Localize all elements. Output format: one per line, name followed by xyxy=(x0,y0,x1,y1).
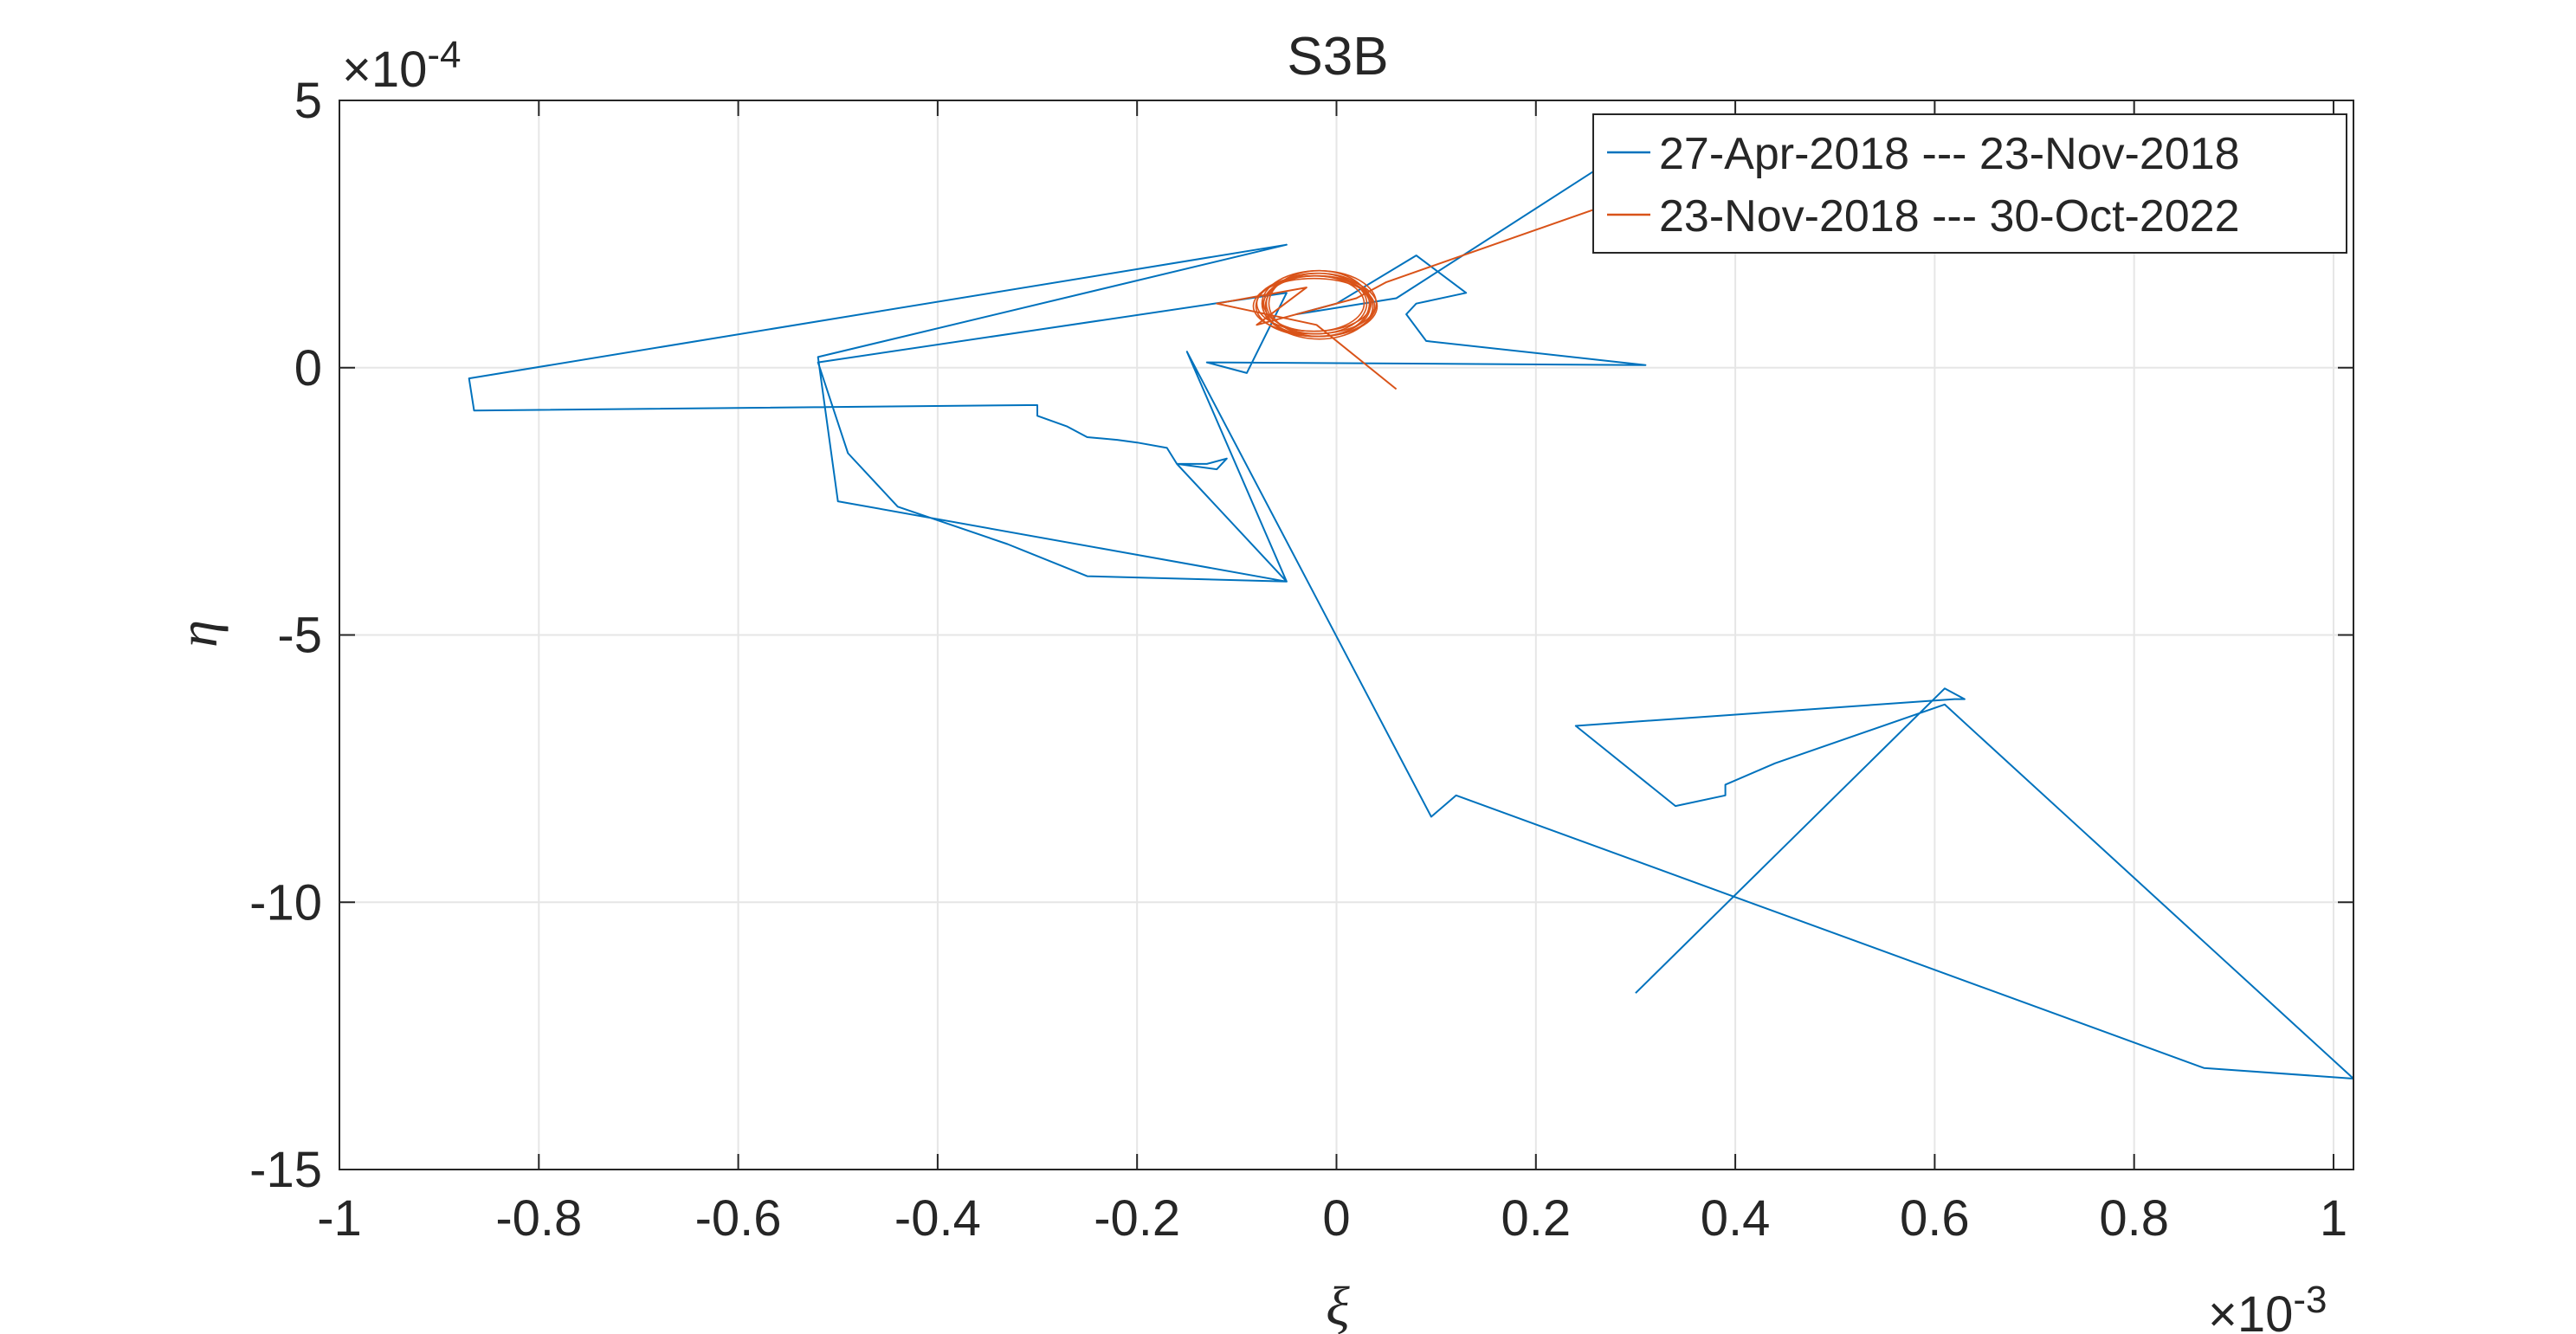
x-tick-label: -0.2 xyxy=(1094,1190,1180,1247)
x-exponent-base: ×10 xyxy=(2208,1286,2293,1334)
legend: 27-Apr-2018 --- 23-Nov-2018 23-Nov-2018 … xyxy=(1592,113,2347,254)
y-tick-label: -15 xyxy=(249,1142,322,1198)
y-exponent-base: ×10 xyxy=(342,42,427,98)
x-tick-label: 0.6 xyxy=(1900,1190,1970,1247)
series-2-loop xyxy=(1268,269,1371,338)
x-tick-label: -0.6 xyxy=(695,1190,782,1247)
series-line-1 xyxy=(468,169,2353,1079)
series-line-2 xyxy=(1216,201,1617,390)
x-tick-label: 0 xyxy=(1322,1190,1350,1247)
y-exponent-power: -4 xyxy=(427,34,461,76)
legend-label-1: 27-Apr-2018 --- 23-Nov-2018 xyxy=(1659,129,2240,179)
x-tick-label: 0.2 xyxy=(1501,1190,1571,1247)
tick-labels: -1 -0.8 -0.6 -0.4 -0.2 0 0.2 0.4 0.6 0.8 1 -15 -10 -5… xyxy=(249,73,2347,1247)
x-axis-label: ξ xyxy=(1326,1275,1350,1334)
series-2-loop xyxy=(1264,272,1374,340)
x-exponent-label: ×10-3 xyxy=(2208,1279,2327,1334)
x-exponent-power: -3 xyxy=(2293,1279,2327,1321)
x-tick-label: 0.4 xyxy=(1701,1190,1771,1247)
x-tick-label: 0.8 xyxy=(2099,1190,2169,1247)
series-layer xyxy=(468,169,2353,1079)
x-tick-label: 1 xyxy=(2320,1190,2347,1247)
legend-label-2: 23-Nov-2018 --- 30-Oct-2022 xyxy=(1659,191,2240,242)
x-tick-label: -1 xyxy=(317,1190,362,1247)
y-axis-label: η xyxy=(167,620,229,648)
y-exponent-label: ×10-4 xyxy=(342,34,462,98)
x-tick-label: -0.8 xyxy=(495,1190,582,1247)
y-tick-label: -5 xyxy=(277,608,322,664)
x-tick-label: -0.4 xyxy=(894,1190,981,1247)
chart-title: S3B xyxy=(1287,27,1388,87)
legend-box xyxy=(1592,113,2347,254)
y-tick-label: -10 xyxy=(249,874,322,931)
y-tick-label: 5 xyxy=(294,73,322,129)
y-tick-label: 0 xyxy=(294,340,322,396)
